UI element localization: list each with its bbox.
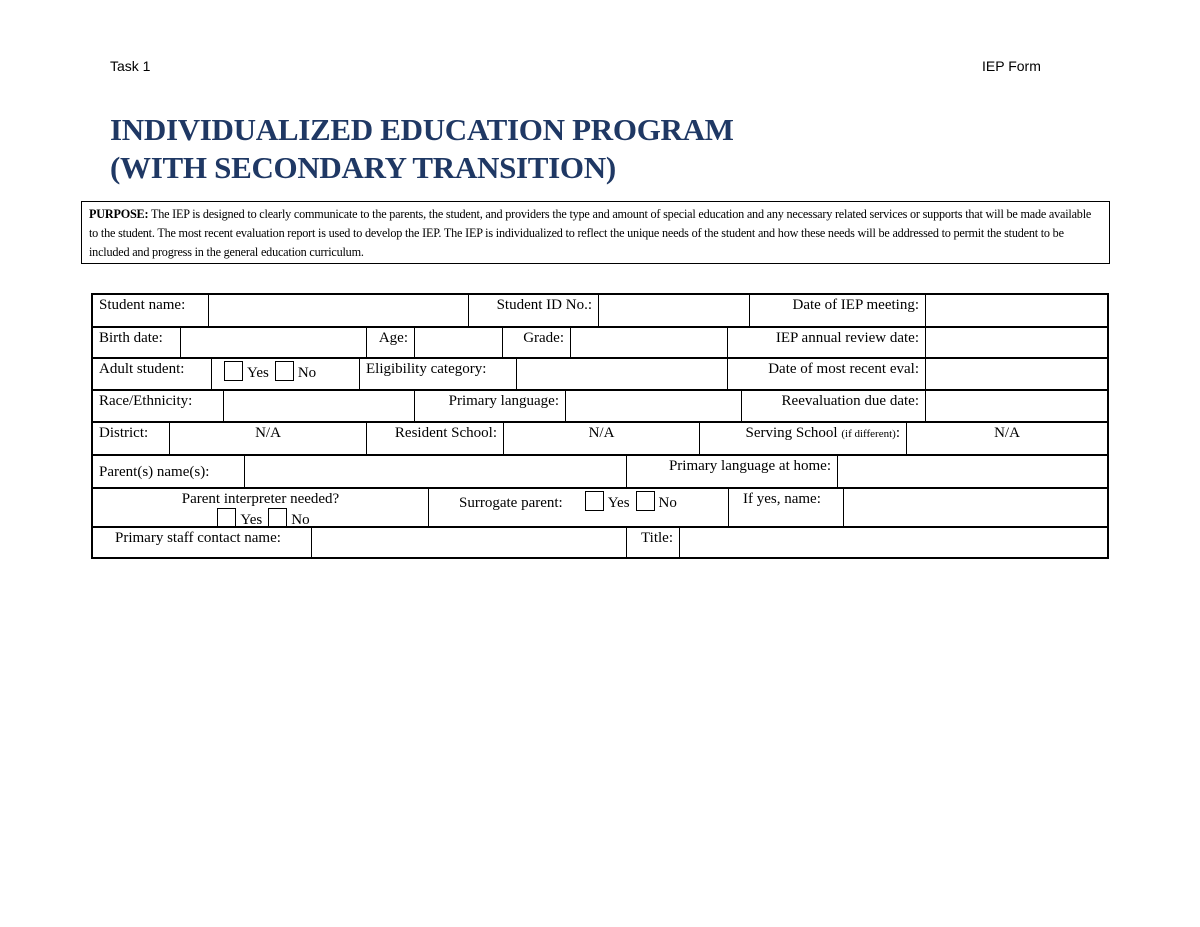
yes-label: Yes: [247, 365, 269, 381]
serving-school-value[interactable]: N/A: [994, 425, 1020, 441]
serving-school-note: (if different): [841, 428, 896, 440]
surrogate-yes-checkbox[interactable]: [584, 491, 604, 511]
student-id-label: Student ID No.:: [469, 295, 599, 326]
race-label: Race/Ethnicity:: [93, 391, 224, 421]
home-language-field[interactable]: [838, 456, 1107, 487]
district-value[interactable]: N/A: [170, 423, 367, 454]
form-row: Parent(s) name(s): Primary language at h…: [93, 456, 1107, 489]
yes-label: Yes: [607, 495, 630, 511]
form-row: Primary staff contact name: Title:: [93, 528, 1107, 557]
interpreter-cell: Parent interpreter needed? Yes No: [93, 489, 429, 528]
student-info-form: Student name: Student ID No.: Date of IE…: [91, 293, 1109, 559]
student-name-field[interactable]: [209, 295, 469, 326]
surrogate-cell: Surrogate parent: Yes No: [429, 489, 729, 526]
eligibility-field[interactable]: [517, 359, 728, 389]
primary-language-label: Primary language:: [415, 391, 566, 421]
surrogate-no-checkbox[interactable]: [635, 491, 655, 511]
form-row: Race/Ethnicity: Primary language: Reeval…: [93, 391, 1107, 423]
eligibility-label: Eligibility category:: [360, 359, 517, 389]
interpreter-label: Parent interpreter needed?: [181, 491, 340, 507]
serving-school-text: Serving School: [745, 425, 838, 441]
annual-review-field[interactable]: [926, 328, 1107, 357]
iep-meeting-field[interactable]: [926, 295, 1107, 326]
birth-date-field[interactable]: [181, 328, 367, 357]
header-right: IEP Form: [982, 58, 1041, 74]
adult-student-options: Yes No: [212, 359, 360, 389]
iep-meeting-label: Date of IEP meeting:: [750, 295, 926, 326]
no-label: No: [658, 495, 677, 511]
purpose-box: PURPOSE: The IEP is designed to clearly …: [81, 201, 1110, 264]
resident-school-label: Resident School:: [367, 423, 504, 454]
no-label: No: [297, 365, 317, 381]
serving-school-label: Serving School (if different):: [700, 423, 907, 454]
if-yes-name-field[interactable]: [844, 489, 1107, 526]
birth-date-label: Birth date:: [93, 328, 181, 357]
grade-field[interactable]: [571, 328, 728, 357]
interpreter-no-checkbox[interactable]: [268, 508, 288, 528]
purpose-text: The IEP is designed to clearly communica…: [89, 207, 1092, 259]
colon: :: [895, 425, 900, 441]
form-row: Student name: Student ID No.: Date of IE…: [93, 295, 1107, 328]
recent-eval-label: Date of most recent eval:: [728, 359, 926, 389]
age-label: Age:: [367, 328, 415, 357]
recent-eval-field[interactable]: [926, 359, 1107, 389]
form-row: Birth date: Age: Grade: IEP annual revie…: [93, 328, 1107, 359]
student-name-label: Student name:: [93, 295, 209, 326]
form-row: District: N/A Resident School: N/A Servi…: [93, 423, 1107, 456]
grade-label: Grade:: [503, 328, 571, 357]
purpose-label: PURPOSE:: [89, 207, 149, 221]
title-line-1: INDIVIDUALIZED EDUCATION PROGRAM: [110, 112, 734, 147]
annual-review-label: IEP annual review date:: [728, 328, 926, 357]
parent-names-field[interactable]: [245, 456, 627, 487]
if-yes-name-label: If yes, name:: [729, 489, 844, 526]
interpreter-yes-checkbox[interactable]: [217, 508, 237, 528]
staff-contact-field[interactable]: [312, 528, 627, 557]
resident-school-value[interactable]: N/A: [504, 423, 700, 454]
no-label: No: [291, 512, 310, 528]
form-row: Adult student: Yes No Eligibility categor…: [93, 359, 1107, 391]
title-line-2: (WITH SECONDARY TRANSITION): [110, 150, 616, 185]
reeval-due-label: Reevaluation due date:: [742, 391, 926, 421]
reeval-due-field[interactable]: [926, 391, 1107, 421]
form-row: Parent interpreter needed? Yes No Surrogat…: [93, 489, 1107, 528]
adult-yes-checkbox[interactable]: [224, 361, 243, 381]
staff-title-label: Title:: [627, 528, 680, 557]
yes-label: Yes: [240, 512, 263, 528]
adult-no-checkbox[interactable]: [274, 361, 294, 381]
staff-title-field[interactable]: [680, 528, 1107, 557]
header-left: Task 1: [110, 58, 151, 74]
district-label: District:: [93, 423, 170, 454]
student-id-field[interactable]: [599, 295, 750, 326]
race-field[interactable]: [224, 391, 415, 421]
adult-student-label: Adult student:: [93, 359, 212, 389]
age-field[interactable]: [415, 328, 503, 357]
parent-names-label: Parent(s) name(s):: [93, 456, 245, 487]
primary-language-field[interactable]: [566, 391, 742, 421]
home-language-label: Primary language at home:: [627, 456, 838, 487]
staff-contact-label: Primary staff contact name:: [93, 528, 312, 557]
surrogate-label: Surrogate parent:: [459, 495, 563, 511]
